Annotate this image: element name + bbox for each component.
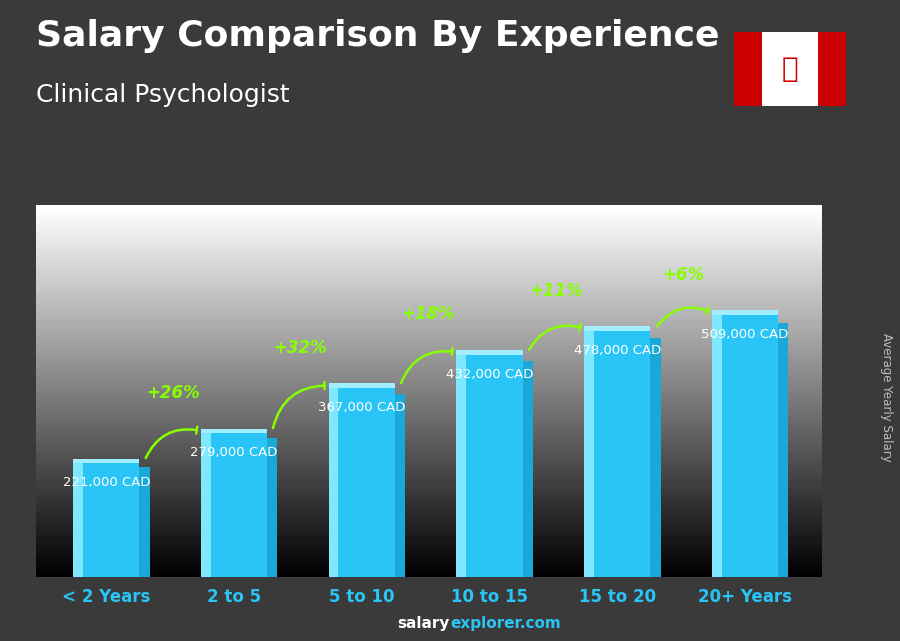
Text: 367,000 CAD: 367,000 CAD (318, 401, 405, 414)
Bar (140, 467, 149, 577)
Polygon shape (584, 326, 651, 331)
Text: +26%: +26% (146, 384, 200, 402)
FancyBboxPatch shape (584, 331, 651, 577)
Bar (328, 388, 338, 577)
Bar (201, 433, 211, 577)
Bar (734, 32, 761, 106)
Bar (761, 32, 818, 106)
Text: Salary Comparison By Experience: Salary Comparison By Experience (36, 19, 719, 53)
Text: Average Yearly Salary: Average Yearly Salary (880, 333, 893, 462)
FancyBboxPatch shape (73, 463, 140, 577)
FancyBboxPatch shape (712, 315, 778, 577)
Text: +11%: +11% (529, 281, 583, 299)
Bar (395, 394, 405, 577)
Text: 221,000 CAD: 221,000 CAD (62, 476, 150, 489)
Text: 478,000 CAD: 478,000 CAD (573, 344, 661, 357)
Text: +32%: +32% (274, 338, 328, 356)
Polygon shape (201, 429, 267, 433)
Text: +6%: +6% (662, 265, 705, 284)
Text: explorer.com: explorer.com (450, 617, 561, 631)
Polygon shape (73, 458, 140, 463)
Text: 432,000 CAD: 432,000 CAD (446, 368, 533, 381)
FancyBboxPatch shape (201, 433, 267, 577)
Polygon shape (712, 310, 778, 315)
Text: Clinical Psychologist: Clinical Psychologist (36, 83, 290, 107)
Bar (523, 362, 533, 577)
Text: 509,000 CAD: 509,000 CAD (701, 328, 788, 341)
Bar (267, 438, 277, 577)
Text: +18%: +18% (401, 305, 455, 323)
Polygon shape (456, 350, 523, 354)
Bar (73, 463, 83, 577)
Text: 279,000 CAD: 279,000 CAD (190, 447, 278, 460)
Polygon shape (328, 383, 395, 388)
Bar (778, 323, 788, 577)
Bar (818, 32, 846, 106)
Text: 🍁: 🍁 (781, 55, 798, 83)
Text: salary: salary (398, 617, 450, 631)
FancyBboxPatch shape (328, 388, 395, 577)
FancyBboxPatch shape (456, 354, 523, 577)
Bar (712, 315, 722, 577)
Bar (651, 338, 661, 577)
Bar (584, 331, 594, 577)
Bar (456, 354, 466, 577)
